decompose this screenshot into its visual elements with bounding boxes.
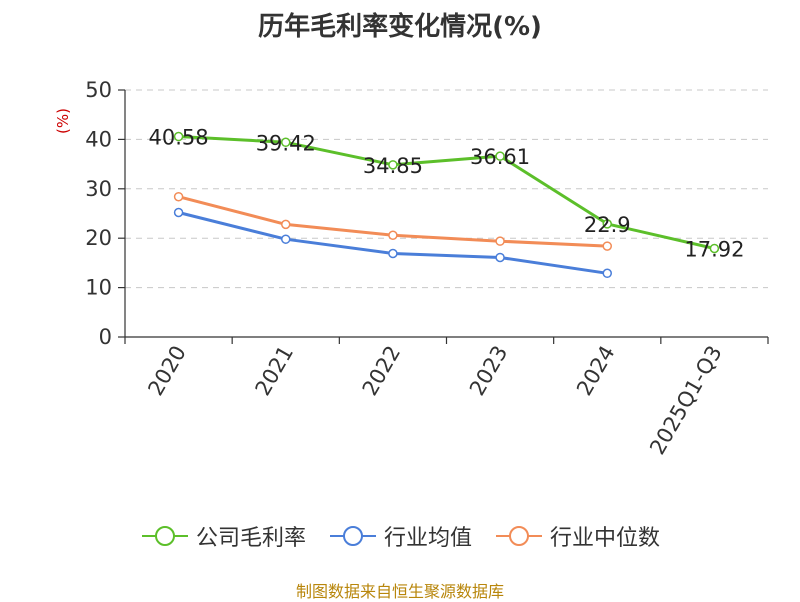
chart-title: 历年毛利率变化情况(%)	[258, 12, 542, 42]
data-label-s0-1: 39.42	[256, 131, 316, 155]
legend-item-1[interactable]: 行业均值	[328, 520, 472, 552]
data-point-s2-0	[173, 191, 184, 202]
data-point-s0-3	[495, 151, 505, 161]
legend-label: 行业中位数	[550, 526, 661, 551]
data-point-s1-0	[173, 207, 184, 218]
data-label-s0-5: 17.92	[684, 237, 744, 261]
legend-item-0[interactable]: 公司毛利率	[140, 520, 306, 552]
data-label-s0-2: 34.85	[363, 154, 423, 178]
data-label-s0-3: 36.61	[470, 145, 530, 169]
y-tick-label-30: 30	[85, 177, 112, 201]
data-point-s2-3	[495, 236, 505, 246]
legend-item-2[interactable]: 行业中位数	[494, 520, 660, 552]
data-label-s0-0: 40.58	[149, 126, 209, 150]
data-point-s1-2	[388, 248, 398, 259]
data-point-s0-0	[173, 131, 184, 142]
y-tick-label-50: 50	[85, 78, 112, 102]
x-tick-label-2024: 2024	[572, 342, 620, 400]
y-tick-label-20: 20	[85, 226, 112, 250]
legend-label: 行业均值	[383, 526, 472, 551]
data-label-s0-4: 22.9	[584, 213, 631, 237]
legend-line-marker-icon	[496, 526, 542, 546]
chart-legend: 公司毛利率 行业均值 行业中位数	[0, 520, 800, 552]
legend-line-marker-icon	[329, 526, 376, 546]
x-tick-label-2020: 2020	[143, 342, 191, 400]
data-point-s2-4	[602, 241, 612, 251]
series-line-0	[178, 135, 715, 250]
x-tick-label-2022: 2022	[358, 342, 406, 400]
data-source-footer: 制图数据来自恒生聚源数据库	[295, 582, 504, 601]
data-point-s0-2	[388, 160, 398, 170]
legend-swatch-circle	[154, 526, 175, 546]
y-tick-label-10: 10	[85, 276, 112, 300]
data-point-s1-1	[281, 234, 291, 244]
data-point-s1-3	[495, 252, 505, 263]
x-tick-label-2021: 2021	[251, 342, 299, 400]
data-point-s2-1	[281, 219, 291, 230]
data-point-s2-2	[388, 230, 398, 240]
y-tick-label-40: 40	[85, 127, 112, 151]
legend-line-marker-icon	[141, 526, 188, 546]
x-tick-label-2023: 2023	[465, 342, 513, 400]
x-tick-label-2025Q1-Q3: 2025Q1-Q3	[645, 342, 727, 459]
legend-swatch-circle	[342, 526, 363, 546]
data-point-s0-1	[281, 137, 291, 148]
legend-swatch-circle	[509, 526, 529, 546]
data-point-s0-5	[709, 243, 720, 254]
y-tick-label-0: 0	[99, 325, 112, 349]
legend-label: 公司毛利率	[195, 526, 306, 551]
data-point-s0-4	[602, 219, 612, 229]
data-point-s1-4	[602, 268, 612, 279]
